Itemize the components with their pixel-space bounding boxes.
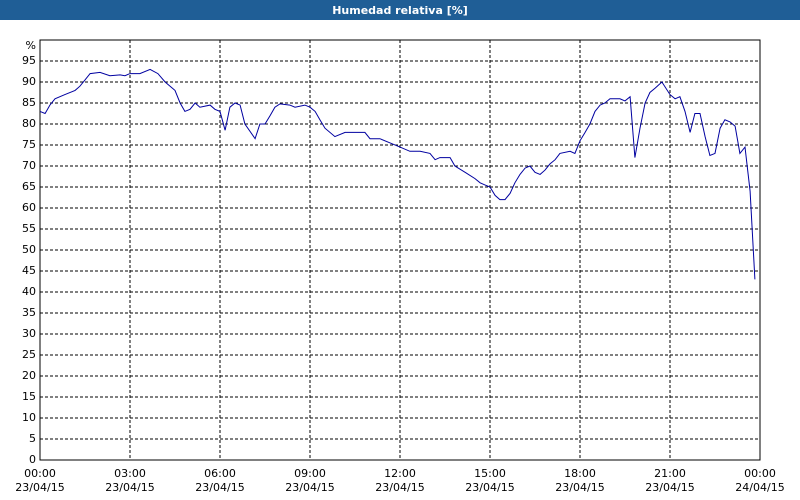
y-tick-label: 20 [22,369,36,382]
y-axis-label: % [26,39,36,52]
x-tick-label: 00:00 23/04/15 [15,467,64,494]
y-tick-label: 60 [22,201,36,214]
y-tick-label: 55 [22,222,36,235]
line-series [39,68,756,280]
y-tick-label: 75 [22,138,36,151]
x-tick-label: 09:00 23/04/15 [285,467,334,494]
y-tick-label: 5 [29,432,36,445]
x-tick-label: 06:00 23/04/15 [195,467,244,494]
y-tick-label: 25 [22,348,36,361]
y-tick-label: 70 [22,159,36,172]
y-tick-label: 90 [22,75,36,88]
x-tick-label: 18:00 23/04/15 [555,467,604,494]
plot-frame [39,39,761,461]
y-tick-label: 30 [22,327,36,340]
y-tick-label: 45 [22,264,36,277]
y-tick-label: 40 [22,285,36,298]
y-tick-label: 80 [22,117,36,130]
y-tick-label: 95 [22,54,36,67]
x-tick-label: 03:00 23/04/15 [105,467,154,494]
x-tick-label: 12:00 23/04/15 [375,467,424,494]
y-tick-label: 10 [22,411,36,424]
y-tick-label: 65 [22,180,36,193]
y-tick-label: 35 [22,306,36,319]
y-tick-label: 15 [22,390,36,403]
x-tick-label: 15:00 23/04/15 [465,467,514,494]
x-tick-label: 00:00 24/04/15 [735,467,784,494]
x-tick-label: 21:00 23/04/15 [645,467,694,494]
title-bar [0,0,800,20]
chart-title: Humedad relativa [%] [332,4,468,17]
y-tick-label: 0 [29,453,36,466]
y-tick-label: 85 [22,96,36,109]
y-tick-label: 50 [22,243,36,256]
